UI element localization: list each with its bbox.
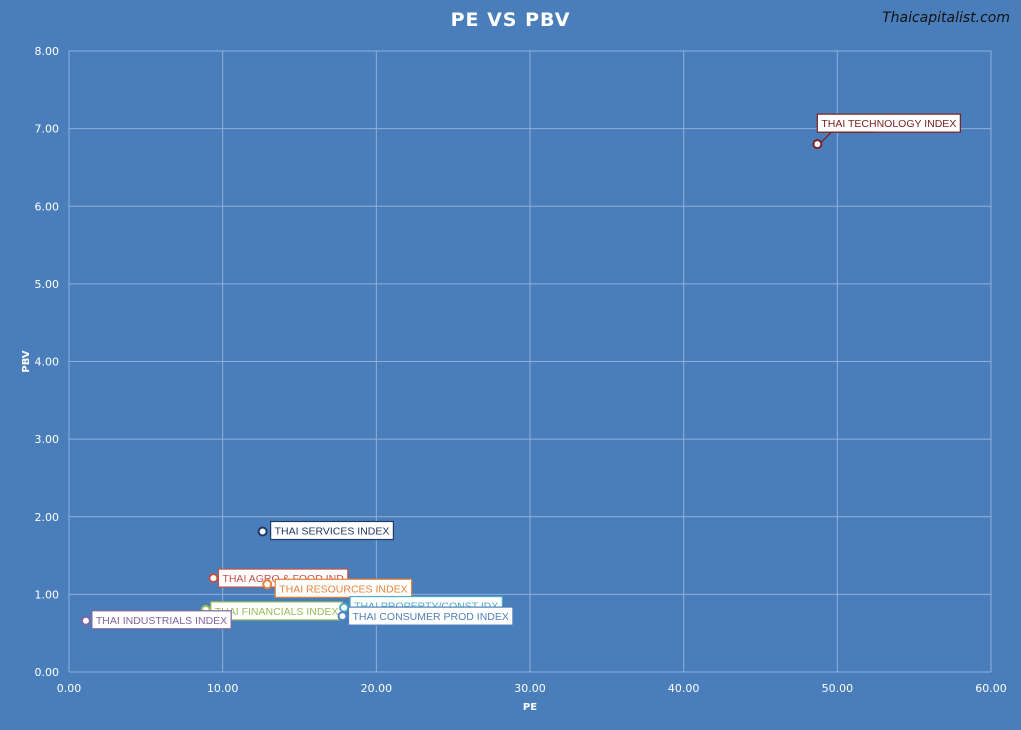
y-tick-label: 7.00 <box>35 123 60 136</box>
y-tick-label: 2.00 <box>35 511 60 524</box>
point-label-box <box>816 113 961 133</box>
data-point-group: THAI SERVICES INDEX <box>257 520 394 541</box>
data-point-group: THAI CONSUMER PROD INDEX <box>337 606 514 626</box>
point-label-box <box>347 606 514 626</box>
tick-labels: 0.00 10.00 20.00 30.00 40.00 50.00 60.00 0.00 1.… <box>35 45 1007 695</box>
y-axis-title: PBV <box>21 350 32 373</box>
scatter-point <box>80 615 91 626</box>
x-tick-label: 50.00 <box>822 682 854 695</box>
point-label-box <box>274 578 413 598</box>
scatter-point <box>812 139 823 150</box>
data-point-group: THAI TECHNOLOGY INDEX <box>812 113 961 150</box>
y-tick-label: 8.00 <box>35 45 60 58</box>
point-label: THAI FINANCIALS INDEX <box>215 606 339 618</box>
point-label: THAI TECHNOLOGY INDEX <box>821 118 956 130</box>
data-point-group: THAI INDUSTRIALS INDEX <box>80 610 232 630</box>
watermark-text: Thaicapitalist.com <box>882 10 1010 26</box>
x-tick-label: 10.00 <box>207 682 239 695</box>
y-tick-label: 1.00 <box>35 588 60 601</box>
point-label: THAI INDUSTRIALS INDEX <box>96 615 227 627</box>
chart-title: PE VS PBV <box>450 9 571 31</box>
scatter-point <box>208 573 219 584</box>
x-tick-label: 0.00 <box>57 682 82 695</box>
x-tick-label: 40.00 <box>668 682 700 695</box>
scatter-point <box>262 579 273 590</box>
point-label: THAI SERVICES INDEX <box>275 525 390 537</box>
scatter-point <box>339 602 350 613</box>
scatter-point <box>257 526 268 537</box>
point-label-box <box>270 520 394 541</box>
x-tick-label: 30.00 <box>514 682 546 695</box>
x-tick-label: 20.00 <box>361 682 393 695</box>
data-point-group: THAI RESOURCES INDEX <box>262 578 413 598</box>
y-tick-label: 4.00 <box>35 356 60 369</box>
scatter-point <box>337 611 348 622</box>
point-label: THAI RESOURCES INDEX <box>279 583 407 595</box>
y-tick-label: 5.00 <box>35 278 60 291</box>
y-tick-label: 3.00 <box>35 433 60 446</box>
x-axis-title: PE <box>523 702 537 713</box>
grid-lines <box>68 50 992 673</box>
data-points: THAI TECHNOLOGY INDEX THAI SERVICES INDEX… <box>80 113 961 630</box>
point-leader-line <box>818 131 874 145</box>
y-tick-label: 0.00 <box>35 666 60 679</box>
point-label-box <box>91 610 232 630</box>
point-label: THAI CONSUMER PROD INDEX <box>353 611 509 623</box>
y-tick-label: 6.00 <box>35 200 60 213</box>
x-tick-label: 60.00 <box>975 682 1007 695</box>
